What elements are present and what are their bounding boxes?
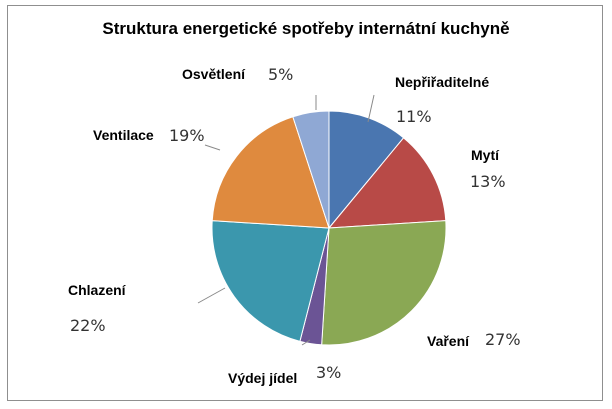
pct-chlazeni: 22% xyxy=(70,316,106,335)
label-neprirazitelne: Nepřiřaditelné xyxy=(395,74,489,90)
pct-myti: 13% xyxy=(470,172,506,191)
pct-vareni: 27% xyxy=(485,330,521,349)
label-myti: Mytí xyxy=(471,147,500,163)
label-vydej-jidel: Výdej jídel xyxy=(228,370,297,386)
pct-neprirazitelne: 11% xyxy=(396,107,432,126)
slice-chlazeni xyxy=(211,220,330,342)
slice-ventilace xyxy=(211,116,330,229)
slice-myti xyxy=(327,137,447,229)
slice-vareni xyxy=(321,220,447,346)
pct-vydej-jidel: 3% xyxy=(316,363,341,382)
label-chlazeni: Chlazení xyxy=(68,282,127,298)
slice-osvetleni xyxy=(292,110,330,229)
pct-osvetleni: 5% xyxy=(268,65,293,84)
chart-title: Struktura energetické spotřeby internátn… xyxy=(102,19,509,38)
label-ventilace: Ventilace xyxy=(93,127,154,143)
label-osvetleni: Osvětlení xyxy=(182,66,246,82)
pie-slices xyxy=(211,110,447,346)
label-vareni: Vaření xyxy=(427,333,470,349)
pct-ventilace: 19% xyxy=(169,126,205,145)
